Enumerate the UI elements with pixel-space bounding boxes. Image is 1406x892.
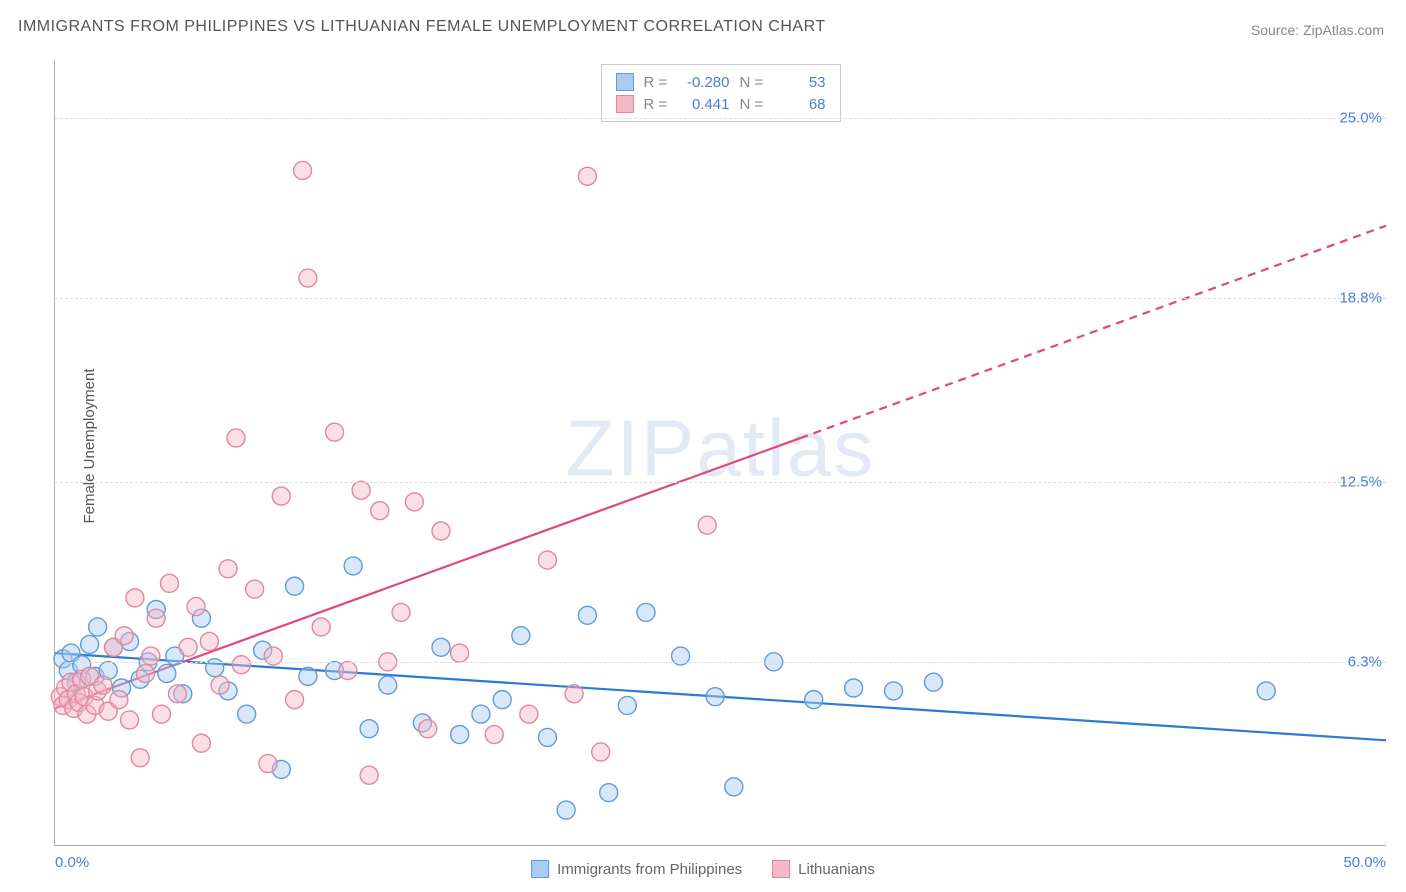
data-point bbox=[272, 487, 290, 505]
trend-line-dashed bbox=[800, 226, 1386, 438]
bottom-legend: Immigrants from Philippines Lithuanians bbox=[531, 860, 875, 878]
data-point bbox=[259, 755, 277, 773]
data-point bbox=[706, 688, 724, 706]
data-point bbox=[179, 638, 197, 656]
data-point bbox=[451, 726, 469, 744]
data-point bbox=[451, 644, 469, 662]
data-point bbox=[152, 705, 170, 723]
data-point bbox=[485, 726, 503, 744]
data-point bbox=[805, 691, 823, 709]
data-point bbox=[168, 685, 186, 703]
source-link[interactable]: ZipAtlas.com bbox=[1303, 22, 1384, 38]
data-point bbox=[493, 691, 511, 709]
data-point bbox=[600, 784, 618, 802]
data-point bbox=[110, 691, 128, 709]
data-point bbox=[246, 580, 264, 598]
data-point bbox=[371, 502, 389, 520]
data-point bbox=[538, 551, 556, 569]
data-point bbox=[432, 638, 450, 656]
data-point bbox=[312, 618, 330, 636]
data-point bbox=[392, 603, 410, 621]
legend-swatch-1 bbox=[772, 860, 790, 878]
data-point bbox=[227, 429, 245, 447]
data-point bbox=[885, 682, 903, 700]
data-point bbox=[538, 728, 556, 746]
y-tick-label: 25.0% bbox=[1339, 110, 1390, 127]
plot-svg bbox=[55, 60, 1386, 845]
data-point bbox=[187, 598, 205, 616]
data-point bbox=[81, 635, 99, 653]
legend-label-1: Lithuanians bbox=[798, 861, 875, 878]
data-point bbox=[115, 627, 133, 645]
data-point bbox=[238, 705, 256, 723]
data-point bbox=[219, 560, 237, 578]
data-point bbox=[698, 516, 716, 534]
data-point bbox=[89, 618, 107, 636]
data-point bbox=[200, 632, 218, 650]
data-point bbox=[344, 557, 362, 575]
legend-item-1: Lithuanians bbox=[772, 860, 875, 878]
data-point bbox=[158, 664, 176, 682]
chart-title: IMMIGRANTS FROM PHILIPPINES VS LITHUANIA… bbox=[18, 18, 826, 36]
legend-swatch-0 bbox=[531, 860, 549, 878]
data-point bbox=[924, 673, 942, 691]
y-tick-label: 12.5% bbox=[1339, 473, 1390, 490]
data-point bbox=[326, 423, 344, 441]
data-point bbox=[360, 766, 378, 784]
y-tick-label: 18.8% bbox=[1339, 290, 1390, 307]
gridline bbox=[55, 298, 1386, 299]
source-label: Source: ZipAtlas.com bbox=[1251, 22, 1384, 38]
data-point bbox=[339, 662, 357, 680]
data-point bbox=[232, 656, 250, 674]
gridline bbox=[55, 662, 1386, 663]
data-point bbox=[286, 691, 304, 709]
data-point bbox=[557, 801, 575, 819]
gridline bbox=[55, 118, 1386, 119]
data-point bbox=[147, 609, 165, 627]
data-point bbox=[618, 696, 636, 714]
data-point bbox=[845, 679, 863, 697]
data-point bbox=[472, 705, 490, 723]
data-point bbox=[137, 664, 155, 682]
data-point bbox=[1257, 682, 1275, 700]
data-point bbox=[286, 577, 304, 595]
legend-item-0: Immigrants from Philippines bbox=[531, 860, 742, 878]
data-point bbox=[121, 711, 139, 729]
x-tick-label: 0.0% bbox=[55, 854, 89, 871]
data-point bbox=[294, 161, 312, 179]
x-tick-label: 50.0% bbox=[1343, 854, 1386, 871]
data-point bbox=[637, 603, 655, 621]
data-point bbox=[299, 269, 317, 287]
data-point bbox=[352, 481, 370, 499]
data-point bbox=[419, 720, 437, 738]
gridline bbox=[55, 482, 1386, 483]
data-point bbox=[565, 685, 583, 703]
data-point bbox=[725, 778, 743, 796]
plot-area: ZIPatlas R = -0.280 N = 53 R = 0.441 N =… bbox=[54, 60, 1386, 846]
data-point bbox=[520, 705, 538, 723]
data-point bbox=[126, 589, 144, 607]
data-point bbox=[578, 606, 596, 624]
data-point bbox=[299, 667, 317, 685]
data-point bbox=[94, 676, 112, 694]
data-point bbox=[211, 676, 229, 694]
data-point bbox=[131, 749, 149, 767]
data-point bbox=[160, 574, 178, 592]
data-point bbox=[512, 627, 530, 645]
chart-container: IMMIGRANTS FROM PHILIPPINES VS LITHUANIA… bbox=[0, 0, 1406, 892]
data-point bbox=[578, 167, 596, 185]
data-point bbox=[592, 743, 610, 761]
y-tick-label: 6.3% bbox=[1348, 653, 1390, 670]
legend-label-0: Immigrants from Philippines bbox=[557, 861, 742, 878]
data-point bbox=[360, 720, 378, 738]
data-point bbox=[405, 493, 423, 511]
data-point bbox=[192, 734, 210, 752]
data-point bbox=[379, 676, 397, 694]
data-point bbox=[432, 522, 450, 540]
